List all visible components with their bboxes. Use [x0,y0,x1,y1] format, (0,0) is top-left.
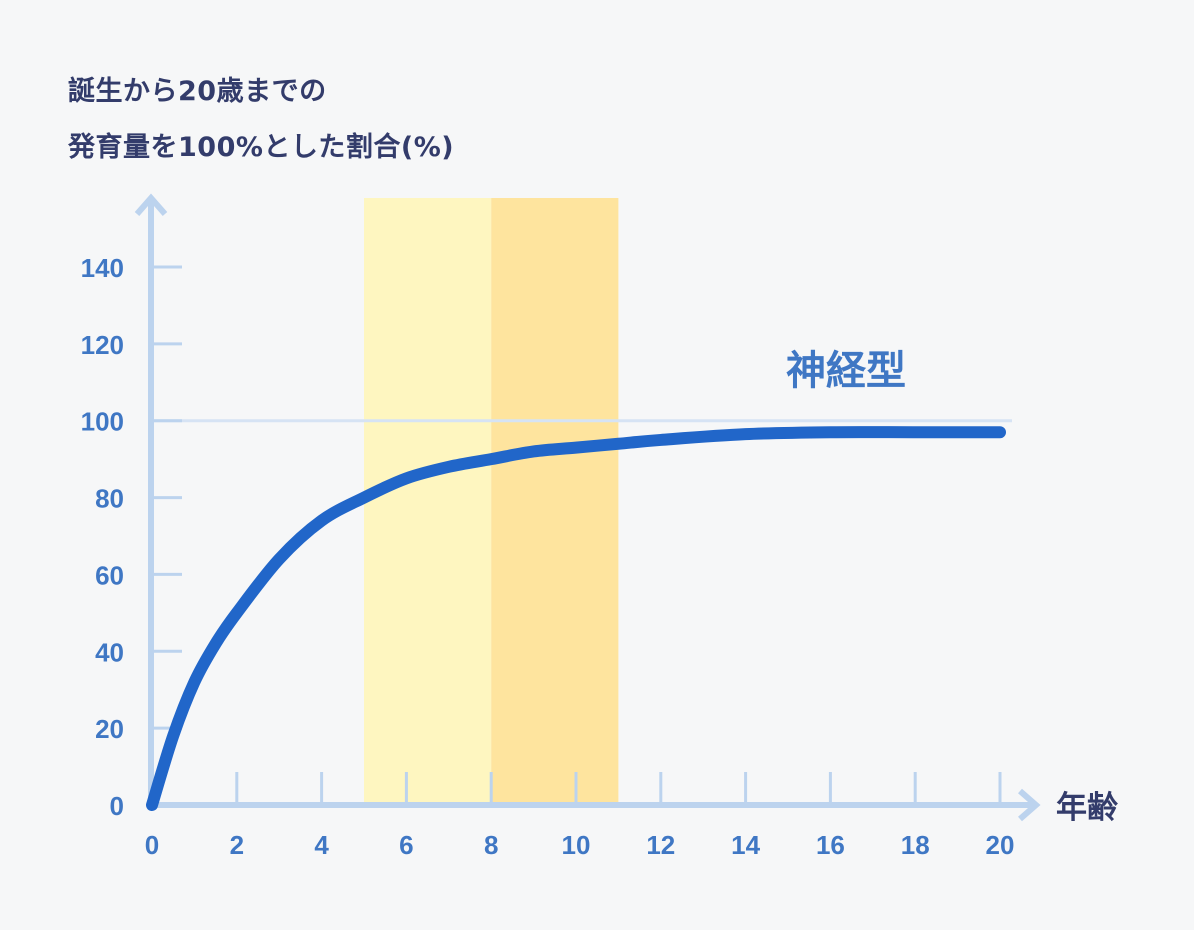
x-axis-labels: 0 2 4 6 8 10 12 14 16 18 20 [145,830,1015,860]
chart-title-line-1: 誕生から20歳までの [68,76,327,107]
y-tick-label: 120 [81,330,124,360]
y-tick-label: 20 [95,714,124,744]
x-axis-ticks [235,772,1002,805]
highlight-band-0 [364,198,492,805]
chart-title-line-2: 発育量を100%とした割合(%) [68,132,455,163]
y-axis-arrow-icon [134,193,168,216]
x-axis-arrow-icon [1018,788,1041,822]
x-tick-label: 10 [562,830,591,860]
axes [134,193,1041,822]
y-axis-labels: 0 20 40 60 80 100 120 140 [81,253,124,821]
y-tick-label: 60 [95,560,124,590]
series-line-neural [146,426,1006,811]
x-tick-label: 12 [646,830,675,860]
y-tick-label: 140 [81,253,124,283]
x-tick-label: 20 [986,830,1015,860]
y-tick-label: 40 [95,637,124,667]
x-tick-label: 8 [484,830,498,860]
x-tick-label: 14 [731,830,760,860]
highlight-band-1 [491,198,619,805]
x-tick-label: 0 [145,830,159,860]
series-label-neural: 神経型 [786,348,906,394]
x-tick-label: 18 [901,830,930,860]
x-axis-title: 年齢 [1056,790,1118,826]
y-tick-label: 80 [95,484,124,514]
y-axis-ticks [151,265,182,730]
y-tick-label: 100 [81,407,124,437]
x-tick-label: 2 [230,830,244,860]
x-tick-label: 6 [399,830,413,860]
y-tick-label: 0 [110,791,124,821]
highlight-bands [364,198,619,805]
x-tick-label: 16 [816,830,845,860]
x-tick-label: 4 [314,830,329,860]
